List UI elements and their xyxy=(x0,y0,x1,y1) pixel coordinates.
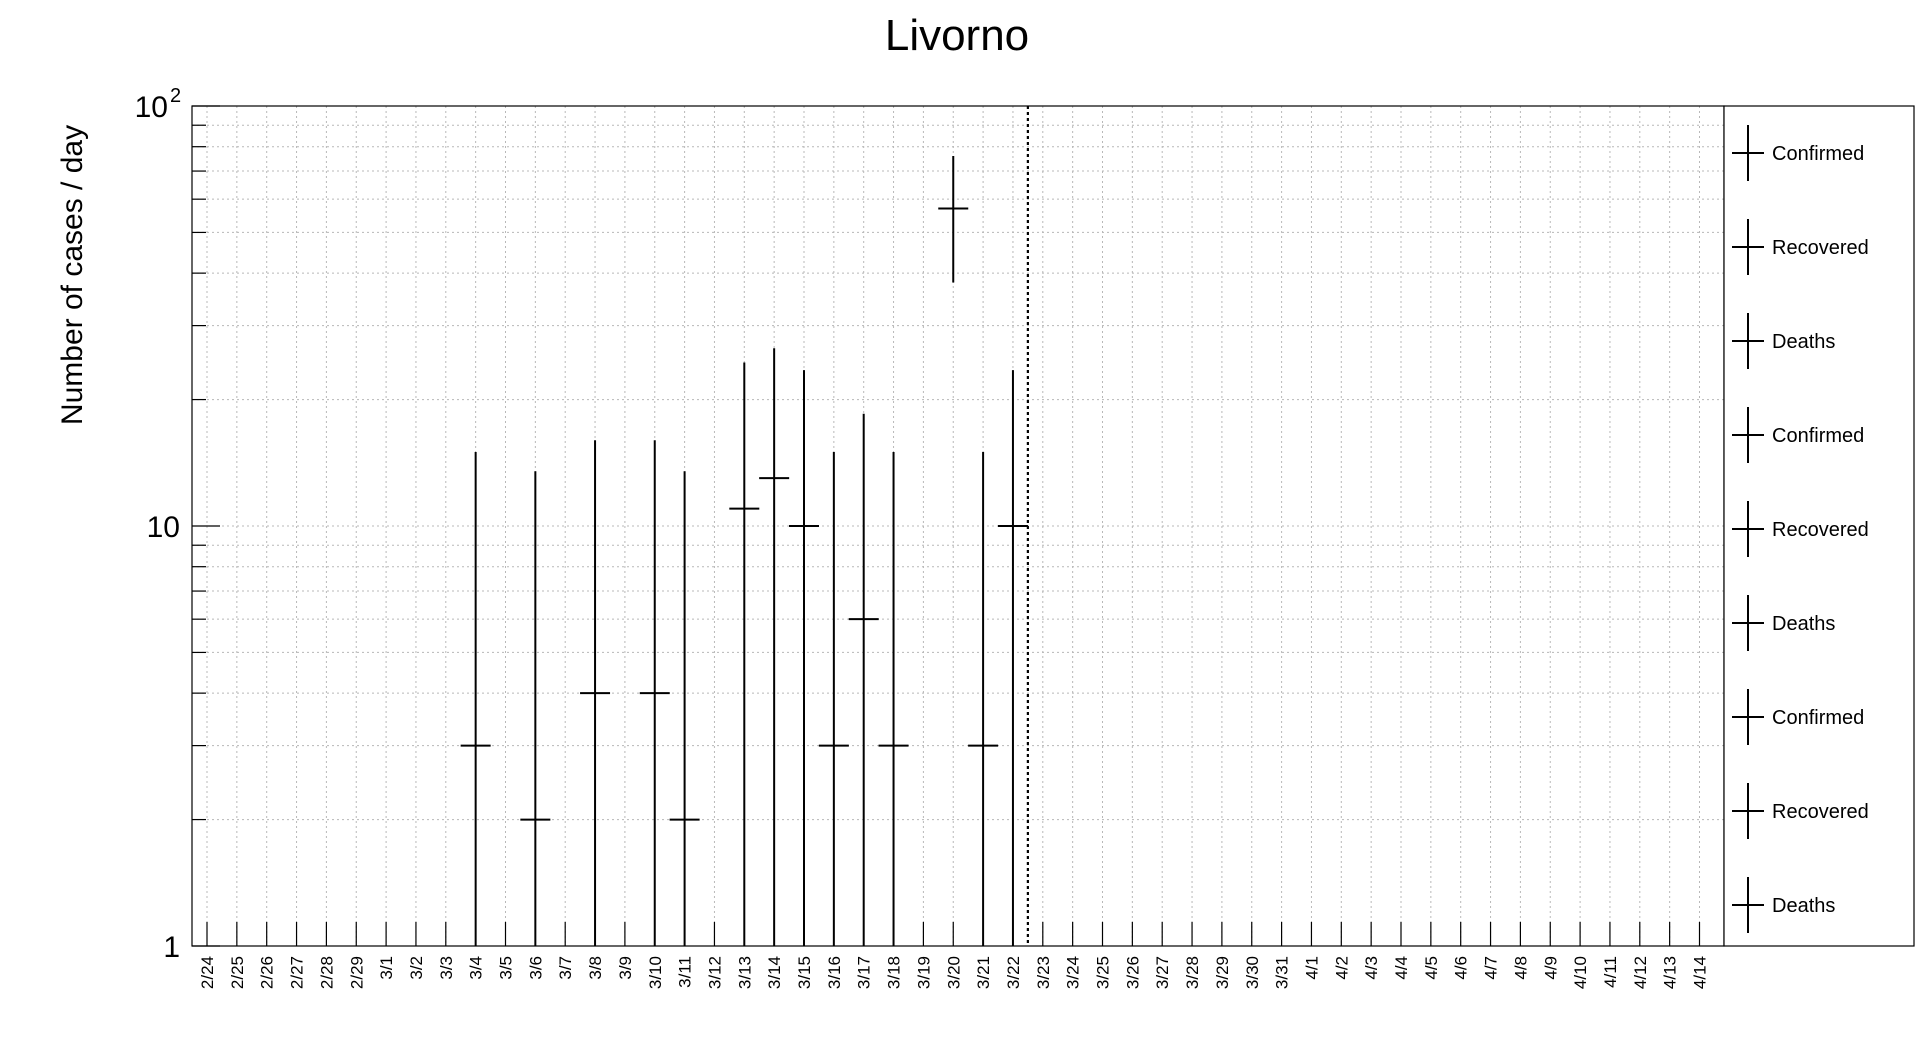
data-point xyxy=(729,362,760,946)
legend-label: Recovered xyxy=(1772,801,1869,823)
x-tick-label: 3/27 xyxy=(1153,956,1172,989)
data-point xyxy=(669,471,700,946)
data-point xyxy=(789,370,819,946)
x-tick-label: 3/11 xyxy=(676,956,695,988)
x-tick-label: 4/9 xyxy=(1541,956,1560,980)
x-tick-label: 2/26 xyxy=(258,956,277,989)
x-tick-label: 3/20 xyxy=(944,956,963,989)
x-tick-label: 3/15 xyxy=(795,956,814,989)
x-tick-label: 3/26 xyxy=(1123,956,1142,989)
legend-label: Recovered xyxy=(1772,237,1869,259)
x-tick-label: 3/24 xyxy=(1064,956,1083,989)
data-point xyxy=(580,440,611,946)
legend: Confirmed Recovered Deaths Confirmed Recover… xyxy=(1732,125,1869,933)
x-tick-label: 4/13 xyxy=(1661,956,1680,989)
x-tick-label: 4/3 xyxy=(1362,956,1381,980)
x-tick-label: 3/28 xyxy=(1183,956,1202,989)
x-tick-label: 3/17 xyxy=(855,956,874,989)
x-tick-label: 3/14 xyxy=(765,956,784,989)
x-tick-label: 3/25 xyxy=(1094,956,1113,989)
legend-entry: Deaths xyxy=(1732,877,1835,933)
y-tick-label: 10 xyxy=(135,91,168,124)
data-point xyxy=(997,370,1028,946)
data-points xyxy=(460,156,1028,946)
x-tick-label: 3/31 xyxy=(1273,956,1292,989)
legend-entry: Deaths xyxy=(1732,595,1835,651)
x-tick-label: 3/23 xyxy=(1034,956,1053,989)
x-tick-label: 3/9 xyxy=(616,956,635,980)
x-tick-label: 3/5 xyxy=(497,956,516,980)
legend-label: Deaths xyxy=(1772,895,1835,917)
x-tick-label: 4/2 xyxy=(1332,956,1351,980)
x-tick-label: 4/10 xyxy=(1571,956,1590,989)
grid-lines xyxy=(192,105,1724,947)
x-tick-label: 4/14 xyxy=(1691,956,1710,989)
x-tick-label: 4/12 xyxy=(1631,956,1650,989)
x-tick-label: 3/19 xyxy=(914,956,933,989)
legend-label: Confirmed xyxy=(1772,707,1864,729)
legend-label: Confirmed xyxy=(1772,425,1864,447)
x-tick-label: 3/10 xyxy=(646,956,665,989)
y-tick-exponent: 2 xyxy=(170,85,181,107)
x-tick-label: 3/7 xyxy=(556,956,575,980)
x-tick-label: 3/8 xyxy=(586,956,605,980)
x-tick-label: 2/28 xyxy=(317,956,336,989)
legend-label: Deaths xyxy=(1772,613,1835,635)
y-tick-label: 1 xyxy=(163,931,180,964)
x-tick-label: 4/1 xyxy=(1302,956,1321,980)
x-tick-label: 2/29 xyxy=(347,956,366,989)
x-tick-label: 3/3 xyxy=(437,956,456,980)
data-point xyxy=(520,471,551,946)
legend-label: Deaths xyxy=(1772,331,1835,353)
x-tick-label: 3/29 xyxy=(1213,956,1232,989)
x-tick-label: 2/24 xyxy=(198,956,217,989)
chart-title: Livorno xyxy=(885,11,1029,60)
x-tick-label: 4/8 xyxy=(1511,956,1530,980)
data-point xyxy=(460,452,491,946)
y-tick-label: 10 xyxy=(147,511,180,544)
x-tick-label: 3/4 xyxy=(467,956,486,980)
x-tick-label: 3/16 xyxy=(825,956,844,989)
x-tick-label: 3/21 xyxy=(974,956,993,989)
legend-label: Recovered xyxy=(1772,519,1869,541)
legend-entry: Recovered xyxy=(1732,783,1869,839)
x-tick-label: 3/2 xyxy=(407,956,426,980)
x-tick-label: 4/5 xyxy=(1422,956,1441,980)
data-point xyxy=(968,452,999,946)
legend-entry: Deaths xyxy=(1732,313,1835,369)
data-point xyxy=(639,440,670,946)
x-tick-label: 3/30 xyxy=(1243,956,1262,989)
x-tick-label: 2/27 xyxy=(288,956,307,989)
x-tick-label: 2/25 xyxy=(228,956,247,989)
data-point xyxy=(759,348,790,946)
legend-entry: Confirmed xyxy=(1732,125,1864,181)
x-tick-label: 3/18 xyxy=(885,956,904,989)
x-tick-label: 3/13 xyxy=(735,956,754,989)
data-point xyxy=(848,413,879,946)
x-tick-label: 3/22 xyxy=(1004,956,1023,989)
legend-entry: Confirmed xyxy=(1732,689,1864,745)
x-tick-label: 4/11 xyxy=(1601,956,1620,988)
y-axis-label: Number of cases / day xyxy=(56,125,89,425)
x-tick-label: 4/4 xyxy=(1392,956,1411,980)
x-tick-label: 3/12 xyxy=(705,956,724,989)
data-point xyxy=(878,452,909,946)
legend-label: Confirmed xyxy=(1772,143,1864,165)
x-tick-label: 3/6 xyxy=(526,956,545,980)
x-tick-label: 4/7 xyxy=(1482,956,1501,980)
x-axis: 2/24 2/25 2/26 2/27 2/28 2/29 3/1 3/2 3/3 3/4 3/5 3… xyxy=(198,922,1710,989)
legend-entry: Recovered xyxy=(1732,219,1869,275)
legend-entry: Recovered xyxy=(1732,501,1869,557)
x-tick-label: 3/1 xyxy=(377,956,396,980)
x-tick-label: 4/6 xyxy=(1452,956,1471,980)
legend-entry: Confirmed xyxy=(1732,407,1864,463)
data-point xyxy=(818,452,849,946)
data-point xyxy=(938,156,969,283)
